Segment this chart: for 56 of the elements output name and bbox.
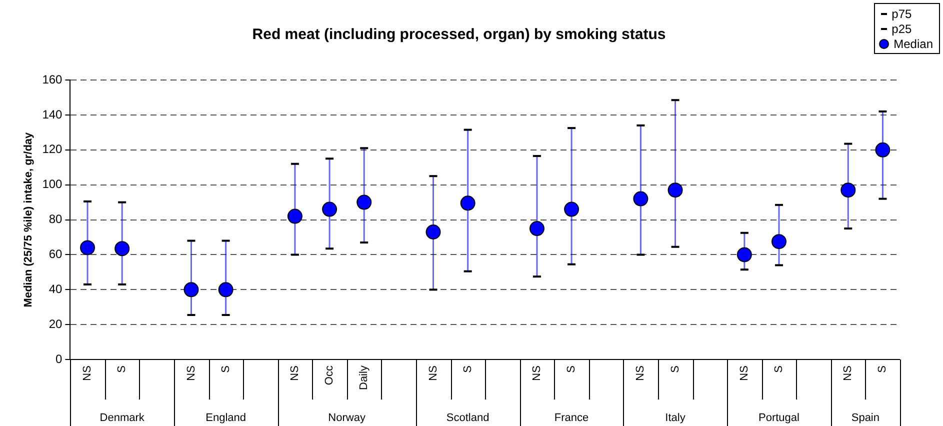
point — [322, 202, 338, 217]
y-tick-label: 40 — [48, 282, 63, 296]
text: Norway — [328, 412, 366, 424]
x-tick-label: S — [566, 366, 578, 373]
x-tick-label: NS — [738, 366, 750, 381]
x-tick-label: NS — [427, 366, 440, 381]
point — [184, 282, 199, 298]
y-tick-label: 140 — [42, 107, 63, 122]
text: Scotland — [446, 412, 490, 424]
y-tick-label: 120 — [42, 142, 63, 156]
point — [356, 194, 372, 210]
x-tick-label: S — [116, 366, 128, 373]
point — [771, 234, 786, 250]
y-tick-label: 160 — [42, 72, 63, 86]
point — [460, 196, 476, 211]
x-tick-label: S — [220, 366, 232, 373]
x-tick-label: Occ — [324, 365, 336, 386]
x-tick-label: NS — [288, 366, 301, 381]
point — [564, 202, 580, 217]
text: p25 — [892, 22, 912, 36]
text: England — [206, 412, 246, 424]
y-tick-label: 80 — [48, 212, 63, 226]
x-tick-label: NS — [82, 366, 94, 381]
text: Portugal — [758, 412, 800, 424]
y-tick-label: 0 — [56, 352, 63, 366]
y-tick-label: 100 — [42, 177, 63, 192]
point — [287, 208, 302, 224]
y-axis-title: Median (25/75 %ile) intake, gr/day — [22, 131, 35, 308]
x-tick-label: NS — [634, 366, 647, 381]
x-tick-label: NS — [531, 366, 544, 381]
x-tick-label: Daily — [358, 365, 370, 390]
point — [80, 240, 96, 256]
text: Spain — [851, 412, 880, 424]
x-tick-label: S — [773, 366, 786, 373]
y-tick-label: 60 — [48, 247, 63, 262]
x-tick-label: S — [876, 366, 889, 373]
point — [668, 182, 683, 198]
point — [114, 241, 130, 256]
x-tick-label: NS — [842, 366, 854, 381]
point — [218, 282, 234, 298]
point — [840, 182, 856, 198]
y-tick-label: 20 — [48, 316, 63, 331]
text: Denmark — [100, 412, 145, 424]
point — [529, 221, 544, 236]
x-tick-label: S — [462, 366, 474, 373]
x-tick-label: NS — [185, 366, 198, 381]
text: France — [554, 412, 589, 424]
point — [633, 191, 648, 206]
text: Italy — [665, 412, 686, 424]
point — [875, 142, 890, 158]
x-tick-label: S — [669, 366, 682, 373]
text: p75 — [892, 6, 912, 20]
chart-title: Red meat (including processed, organ) by smoking status — [252, 26, 666, 44]
point — [426, 224, 441, 240]
point — [736, 247, 752, 262]
legend-label: Median — [894, 36, 933, 50]
